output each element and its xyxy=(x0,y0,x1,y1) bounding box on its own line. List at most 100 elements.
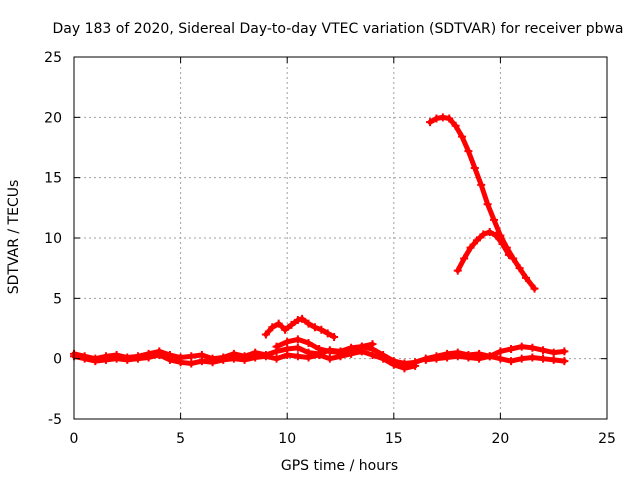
data-point xyxy=(325,354,334,363)
data-point xyxy=(504,250,513,259)
data-point xyxy=(272,342,281,351)
data-point xyxy=(560,357,569,366)
data-point xyxy=(517,354,526,363)
x-tick-label: 5 xyxy=(176,431,185,447)
y-tick-label: 15 xyxy=(44,171,62,187)
data-point xyxy=(451,121,460,130)
data-point xyxy=(411,361,420,370)
y-tick-label: 10 xyxy=(44,231,62,247)
data-point xyxy=(187,352,196,361)
data-point xyxy=(549,348,558,357)
data-point xyxy=(560,347,569,356)
data-point xyxy=(517,342,526,351)
data-point xyxy=(539,354,548,363)
data-point xyxy=(304,353,313,362)
data-point xyxy=(466,243,475,252)
data-point xyxy=(490,215,499,224)
data-point xyxy=(530,284,539,293)
grid-lines xyxy=(74,57,607,419)
data-point xyxy=(453,266,462,275)
data-point xyxy=(368,351,377,360)
data-point xyxy=(389,360,398,369)
y-tick-label: -5 xyxy=(48,412,62,428)
data-point xyxy=(368,340,377,349)
data-point xyxy=(144,353,153,362)
series-large-arc-track xyxy=(427,114,537,292)
data-point xyxy=(475,354,484,363)
y-tick-label: 20 xyxy=(44,110,62,126)
data-point xyxy=(477,180,486,189)
data-point xyxy=(357,342,366,351)
data-point xyxy=(317,325,326,334)
data-point xyxy=(133,354,142,363)
data-point xyxy=(261,352,270,361)
data-point xyxy=(539,346,548,355)
data-point xyxy=(298,314,307,323)
data-point xyxy=(80,354,89,363)
data-point xyxy=(229,354,238,363)
data-point xyxy=(426,118,435,127)
data-point xyxy=(485,352,494,361)
data-point xyxy=(458,132,467,141)
data-point xyxy=(379,354,388,363)
data-point xyxy=(304,319,313,328)
data-point xyxy=(323,329,332,338)
x-tick-label: 0 xyxy=(70,431,79,447)
data-point xyxy=(528,343,537,352)
data-point xyxy=(330,332,339,341)
data-point xyxy=(432,354,441,363)
data-point xyxy=(325,347,334,356)
data-point xyxy=(460,254,469,263)
y-axis-label: SDTVAR / TECUs xyxy=(6,180,22,295)
data-point xyxy=(293,335,302,344)
y-tick-label: 5 xyxy=(53,291,62,307)
data-point xyxy=(283,351,292,360)
data-point xyxy=(507,345,516,354)
data-point xyxy=(251,353,260,362)
data-point xyxy=(443,353,452,362)
data-point xyxy=(219,355,228,364)
data-point xyxy=(304,338,313,347)
data-point xyxy=(507,357,516,366)
x-tick-label: 15 xyxy=(385,431,403,447)
data-point xyxy=(283,337,292,346)
data-point xyxy=(187,359,196,368)
data-point xyxy=(101,355,110,364)
data-series xyxy=(70,113,569,373)
data-point xyxy=(472,236,481,245)
data-point xyxy=(479,230,488,239)
chart-title: Day 183 of 2020, Sidereal Day-to-day VTE… xyxy=(52,21,623,37)
data-point xyxy=(515,264,524,273)
data-point xyxy=(293,352,302,361)
data-point xyxy=(400,364,409,373)
data-point xyxy=(123,355,132,364)
data-point xyxy=(274,319,283,328)
data-point xyxy=(176,358,185,367)
data-point xyxy=(432,114,441,123)
data-point xyxy=(485,227,494,236)
data-point xyxy=(549,355,558,364)
data-point xyxy=(521,273,530,282)
data-point xyxy=(315,345,324,354)
data-point xyxy=(445,114,454,123)
data-point xyxy=(155,351,164,360)
data-point xyxy=(498,240,507,249)
data-point xyxy=(421,355,430,364)
data-point xyxy=(528,353,537,362)
data-point xyxy=(336,348,345,357)
data-point xyxy=(293,343,302,352)
data-point xyxy=(310,323,319,332)
x-tick-label: 10 xyxy=(278,431,296,447)
data-point xyxy=(464,147,473,156)
data-point xyxy=(281,325,290,334)
data-point xyxy=(496,347,505,356)
data-point xyxy=(165,355,174,364)
data-point xyxy=(293,316,302,325)
y-tick-label: 0 xyxy=(53,352,62,368)
data-point xyxy=(91,357,100,366)
data-point xyxy=(453,352,462,361)
data-point xyxy=(347,345,356,354)
series-secondary-track xyxy=(274,336,375,356)
axis-ticks xyxy=(73,56,608,420)
